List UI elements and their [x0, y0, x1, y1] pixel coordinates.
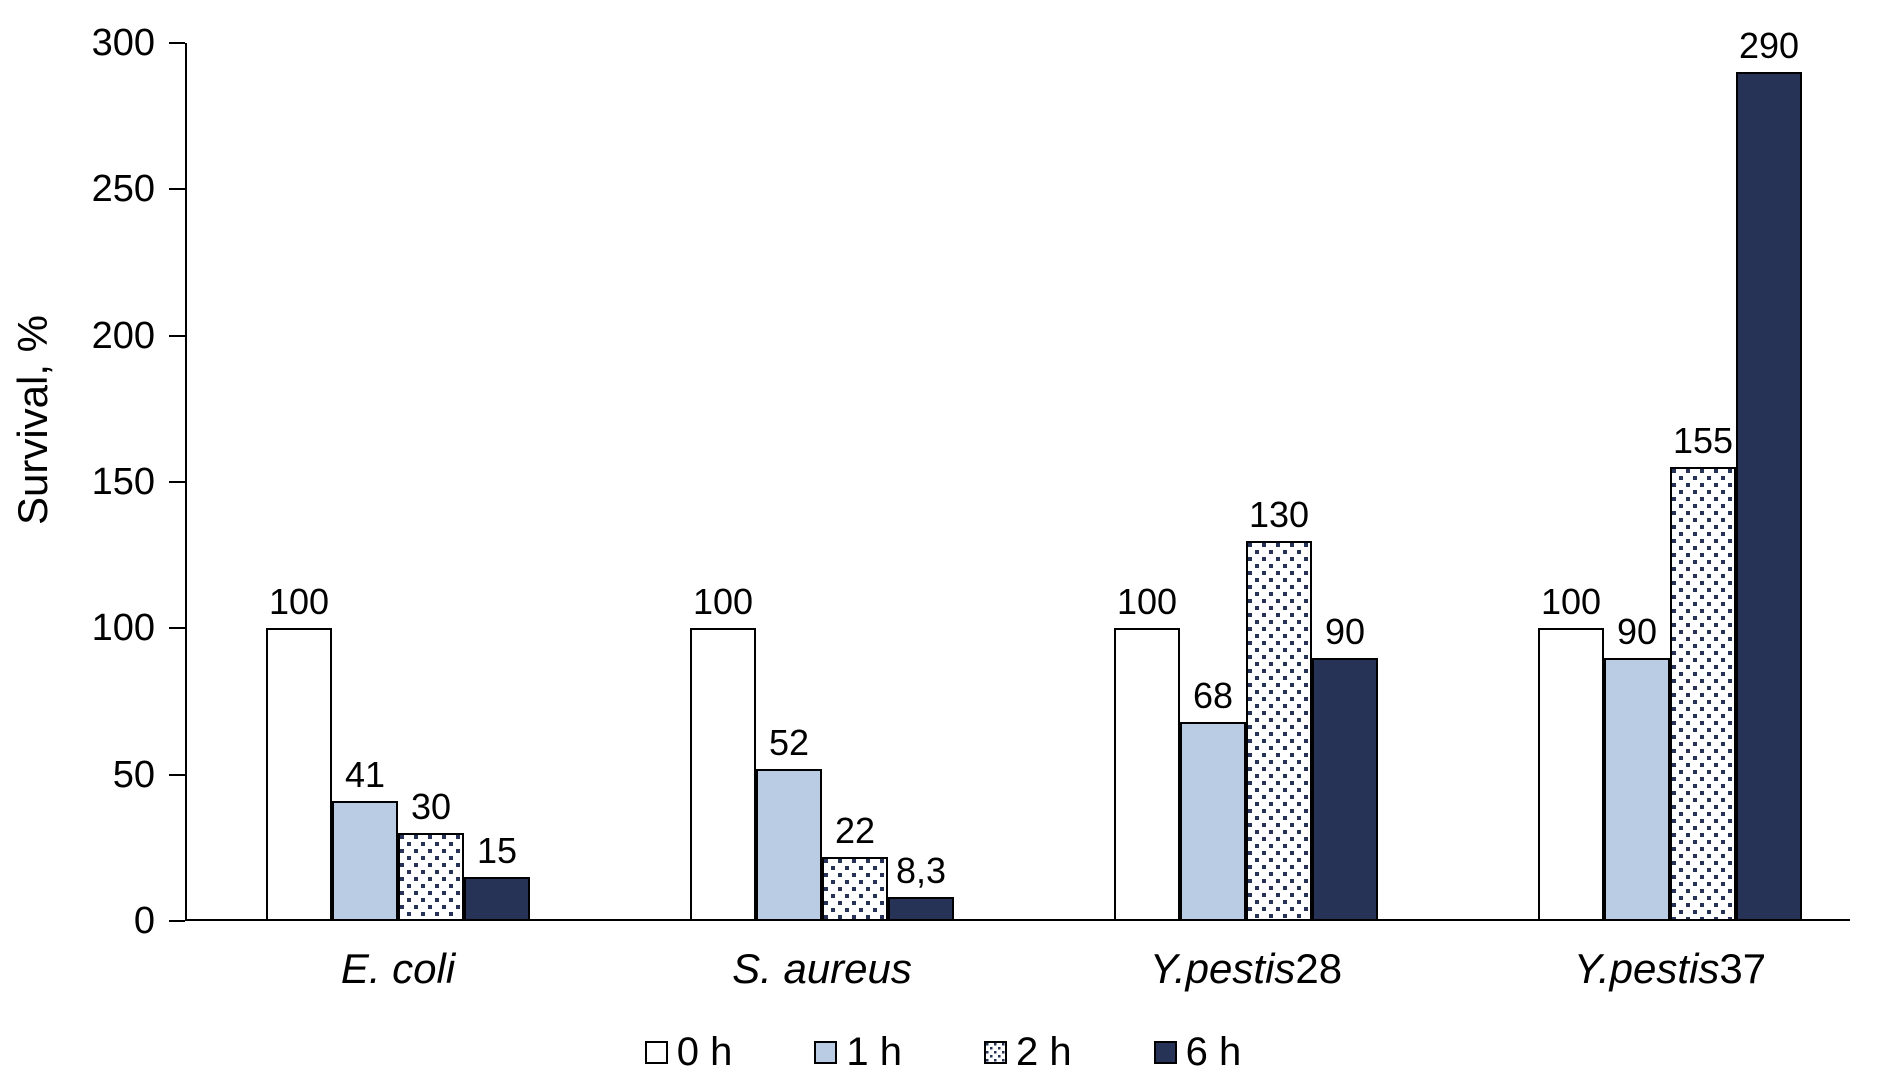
bar-value-label: 100 — [1540, 581, 1602, 623]
bar-value-label: 155 — [1672, 420, 1734, 462]
legend-label: 0 h — [676, 1030, 733, 1074]
bar-0h-e-coli: 100 — [266, 582, 332, 921]
bar-value-label: 41 — [344, 754, 386, 796]
legend-item-2h: 2 h — [984, 1030, 1072, 1074]
y-tick-label: 150 — [91, 461, 155, 503]
legend-item-6h: 6 h — [1153, 1030, 1242, 1074]
bar-cluster: 100 68 130 90 — [1034, 43, 1458, 921]
legend-label: 2 h — [1016, 1030, 1072, 1074]
bar-6h-y-pestis37: 290 — [1736, 26, 1802, 921]
y-tick-mark — [169, 481, 185, 483]
bar-1h-y-pestis37: 90 — [1604, 611, 1670, 921]
legend-swatch — [1153, 1040, 1177, 1064]
category-group: 100 68 130 90 Y.pestis28 — [1034, 43, 1458, 991]
bar-2h-y-pestis37: 155 — [1670, 421, 1736, 921]
category-group: 100 52 22 8,3 S. aureus — [610, 43, 1034, 991]
plot-area: 0 50 100 150 200 250 300 100 41 30 15 E. coli 100 52 2… — [92, 24, 1850, 991]
bar-value-label: 100 — [1116, 581, 1178, 623]
y-tick-label: 200 — [91, 314, 155, 357]
legend-item-0h: 0 h — [644, 1030, 733, 1074]
bar-value-label: 15 — [476, 830, 518, 872]
bar-2h-e-coli: 30 — [398, 787, 464, 921]
bar-6h-y-pestis28: 90 — [1312, 611, 1378, 921]
bar-1h-y-pestis28: 68 — [1180, 676, 1246, 921]
bar-value-label: 68 — [1192, 675, 1234, 716]
bar-2h-y-pestis28: 130 — [1246, 494, 1312, 921]
legend-swatch — [984, 1040, 1007, 1064]
legend-label: 1 h — [846, 1030, 902, 1074]
y-tick-label: 100 — [91, 607, 155, 650]
bar-value-label: 22 — [834, 809, 876, 851]
bar-value-label: 100 — [692, 581, 754, 623]
y-tick-mark — [169, 42, 185, 44]
legend-item-1h: 1 h — [814, 1030, 902, 1074]
y-tick-mark — [169, 773, 185, 776]
bar-value-label: 8,3 — [895, 849, 947, 891]
bar-0h-y-pestis37: 100 — [1538, 582, 1604, 921]
x-axis-line — [185, 919, 1850, 921]
y-tick-mark — [169, 627, 185, 630]
bar-cluster: 100 41 30 15 — [186, 43, 610, 921]
y-tick-mark — [169, 334, 185, 337]
category-label: Y.pestis28 — [1149, 945, 1343, 992]
bar-1h-e-coli: 41 — [332, 755, 398, 921]
bar-1h-s-aureus: 52 — [756, 722, 822, 921]
category-group: 100 90 155 290 Y.pestis37 — [1458, 26, 1882, 991]
bar-cluster: 100 52 22 8,3 — [610, 43, 1034, 921]
legend-swatch — [644, 1040, 668, 1064]
bar-value-label: 52 — [768, 721, 810, 763]
bar-6h-s-aureus: 8,3 — [888, 850, 954, 921]
bar-value-label: 90 — [1616, 610, 1658, 652]
y-tick-label: 300 — [91, 22, 155, 64]
legend-label: 6 h — [1185, 1030, 1242, 1074]
legend-swatch — [814, 1040, 838, 1064]
category-label: Y.pestis37 — [1573, 945, 1767, 992]
bar-value-label: 290 — [1738, 25, 1800, 67]
y-tick-label: 50 — [112, 753, 155, 796]
category-group: 100 41 30 15 E. coli — [186, 43, 610, 991]
bar-value-label: 130 — [1248, 493, 1310, 535]
bar-0h-s-aureus: 100 — [690, 582, 756, 921]
bar-2h-s-aureus: 22 — [822, 810, 888, 921]
bar-6h-e-coli: 15 — [464, 831, 530, 921]
category-label: S. aureus — [732, 945, 912, 992]
bar-value-label: 100 — [268, 581, 330, 623]
y-tick-label: 0 — [133, 900, 155, 942]
y-tick-mark — [169, 920, 185, 922]
legend: 0 h 1 h 2 h 6 h — [0, 1030, 1886, 1074]
category-label: E. coli — [340, 945, 456, 992]
bar-0h-y-pestis28: 100 — [1114, 582, 1180, 921]
bar-cluster: 100 90 155 290 — [1458, 26, 1882, 921]
y-axis-line — [185, 43, 187, 921]
y-tick-mark — [169, 188, 185, 191]
bar-value-label: 90 — [1324, 610, 1366, 652]
bar-value-label: 30 — [410, 786, 452, 828]
y-tick-label: 250 — [91, 168, 155, 211]
